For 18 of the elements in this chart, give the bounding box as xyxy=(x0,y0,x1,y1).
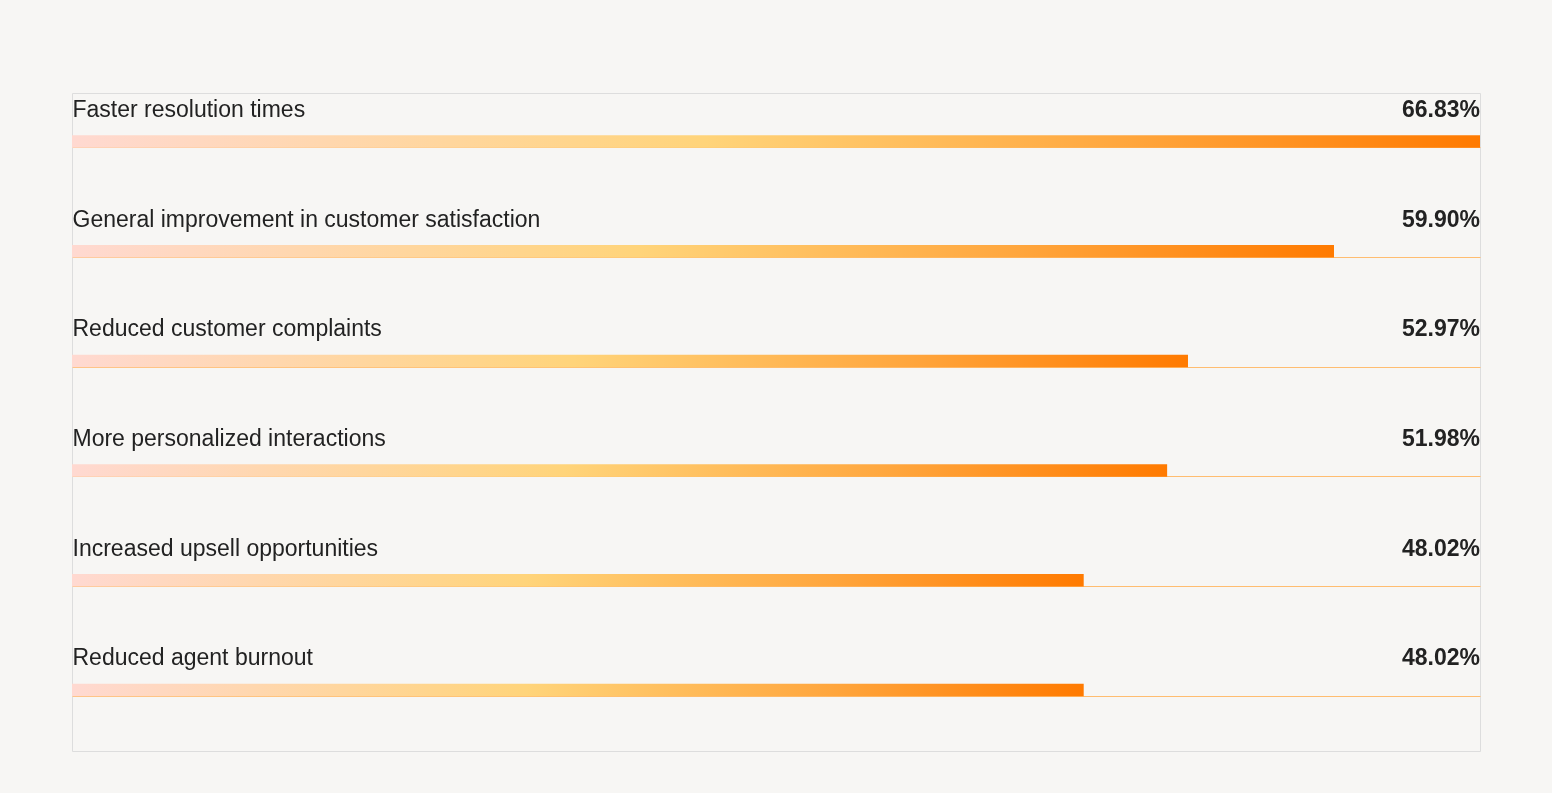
bar xyxy=(72,574,1084,587)
bar xyxy=(72,354,1188,368)
data-label: 59.90% xyxy=(1401,205,1480,232)
y-tick-label: More personalized interactions xyxy=(72,424,386,451)
data-label: 52.97% xyxy=(1401,315,1480,342)
y-tick-label: Reduced customer complaints xyxy=(72,315,382,342)
y-tick-label: Increased upsell opportunities xyxy=(72,534,379,561)
y-tick-label: Reduced agent burnout xyxy=(72,644,314,671)
bar xyxy=(72,464,1168,477)
data-label: 48.02% xyxy=(1401,644,1480,671)
data-label: 51.98% xyxy=(1401,424,1480,451)
data-label: 66.83% xyxy=(1401,95,1480,122)
bar xyxy=(72,683,1084,697)
y-tick-label: General improvement in customer satisfaction xyxy=(72,205,541,232)
y-tick-label: Faster resolution times xyxy=(72,95,306,122)
data-label: 48.02% xyxy=(1401,534,1480,561)
bar xyxy=(72,135,1480,148)
bar xyxy=(72,245,1334,258)
